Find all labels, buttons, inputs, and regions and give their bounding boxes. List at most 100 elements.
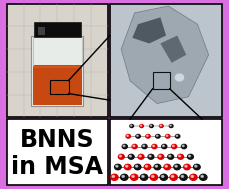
Circle shape: [142, 144, 147, 149]
Circle shape: [175, 134, 180, 138]
Circle shape: [149, 155, 151, 157]
Circle shape: [162, 144, 167, 149]
Circle shape: [159, 155, 161, 157]
Bar: [34, 22, 81, 37]
Circle shape: [121, 174, 128, 180]
Circle shape: [166, 135, 168, 136]
Circle shape: [195, 165, 197, 167]
Circle shape: [143, 145, 144, 146]
Circle shape: [176, 135, 178, 136]
Circle shape: [152, 175, 154, 177]
Bar: [7, 4, 108, 117]
Circle shape: [153, 145, 154, 146]
Circle shape: [169, 155, 171, 157]
Circle shape: [132, 175, 134, 177]
Circle shape: [129, 155, 131, 157]
Circle shape: [158, 154, 164, 159]
Circle shape: [159, 125, 163, 128]
Circle shape: [178, 154, 183, 159]
Circle shape: [124, 164, 131, 170]
Circle shape: [168, 154, 174, 159]
Bar: [7, 119, 108, 185]
Circle shape: [164, 164, 171, 170]
Circle shape: [122, 175, 124, 177]
Circle shape: [172, 144, 177, 149]
Circle shape: [136, 165, 138, 167]
Bar: [38, 27, 46, 35]
Circle shape: [155, 165, 157, 167]
Text: BNNS: BNNS: [20, 128, 95, 152]
Circle shape: [185, 165, 187, 167]
Circle shape: [116, 165, 118, 167]
Circle shape: [123, 145, 125, 146]
Circle shape: [137, 135, 138, 136]
Circle shape: [130, 125, 134, 128]
Circle shape: [175, 74, 184, 81]
Polygon shape: [160, 36, 186, 63]
Circle shape: [175, 165, 177, 167]
Circle shape: [111, 174, 118, 180]
Circle shape: [181, 175, 184, 177]
Circle shape: [139, 155, 141, 157]
Circle shape: [118, 154, 124, 159]
Circle shape: [126, 134, 131, 138]
Circle shape: [126, 165, 128, 167]
Circle shape: [112, 175, 114, 177]
Circle shape: [120, 155, 121, 157]
Bar: [153, 72, 170, 89]
Circle shape: [114, 164, 121, 170]
Circle shape: [154, 164, 161, 170]
Circle shape: [146, 134, 150, 138]
Circle shape: [150, 174, 158, 180]
Bar: [110, 4, 222, 117]
Circle shape: [160, 174, 167, 180]
Circle shape: [166, 134, 170, 138]
Bar: [50, 80, 69, 94]
Circle shape: [140, 125, 142, 126]
Circle shape: [128, 154, 134, 159]
Circle shape: [179, 155, 181, 157]
Bar: [31, 36, 83, 106]
Circle shape: [147, 135, 148, 136]
Circle shape: [180, 174, 187, 180]
Circle shape: [165, 165, 167, 167]
Circle shape: [142, 175, 144, 177]
Circle shape: [133, 145, 135, 146]
Circle shape: [171, 175, 174, 177]
Circle shape: [140, 174, 148, 180]
Circle shape: [122, 144, 127, 149]
Circle shape: [134, 164, 141, 170]
Bar: [110, 119, 222, 185]
Circle shape: [156, 134, 160, 138]
Circle shape: [131, 174, 138, 180]
Circle shape: [152, 144, 157, 149]
Circle shape: [140, 125, 143, 128]
Circle shape: [150, 125, 151, 126]
Circle shape: [132, 144, 137, 149]
Circle shape: [174, 164, 180, 170]
Circle shape: [127, 135, 128, 136]
Circle shape: [189, 155, 191, 157]
Circle shape: [145, 165, 147, 167]
Circle shape: [163, 145, 164, 146]
Circle shape: [190, 174, 197, 180]
Circle shape: [156, 135, 158, 136]
Circle shape: [131, 125, 132, 126]
Circle shape: [173, 145, 174, 146]
Circle shape: [170, 174, 177, 180]
Text: in MSA: in MSA: [11, 155, 103, 179]
Bar: [33, 65, 82, 105]
Circle shape: [160, 125, 161, 126]
Circle shape: [144, 164, 151, 170]
Bar: [33, 66, 82, 68]
Circle shape: [150, 125, 153, 128]
Circle shape: [183, 145, 184, 146]
Circle shape: [138, 154, 144, 159]
Circle shape: [161, 175, 164, 177]
Circle shape: [170, 125, 171, 126]
Circle shape: [188, 154, 193, 159]
Polygon shape: [121, 6, 209, 104]
Circle shape: [136, 134, 140, 138]
Circle shape: [200, 174, 207, 180]
Circle shape: [184, 164, 190, 170]
